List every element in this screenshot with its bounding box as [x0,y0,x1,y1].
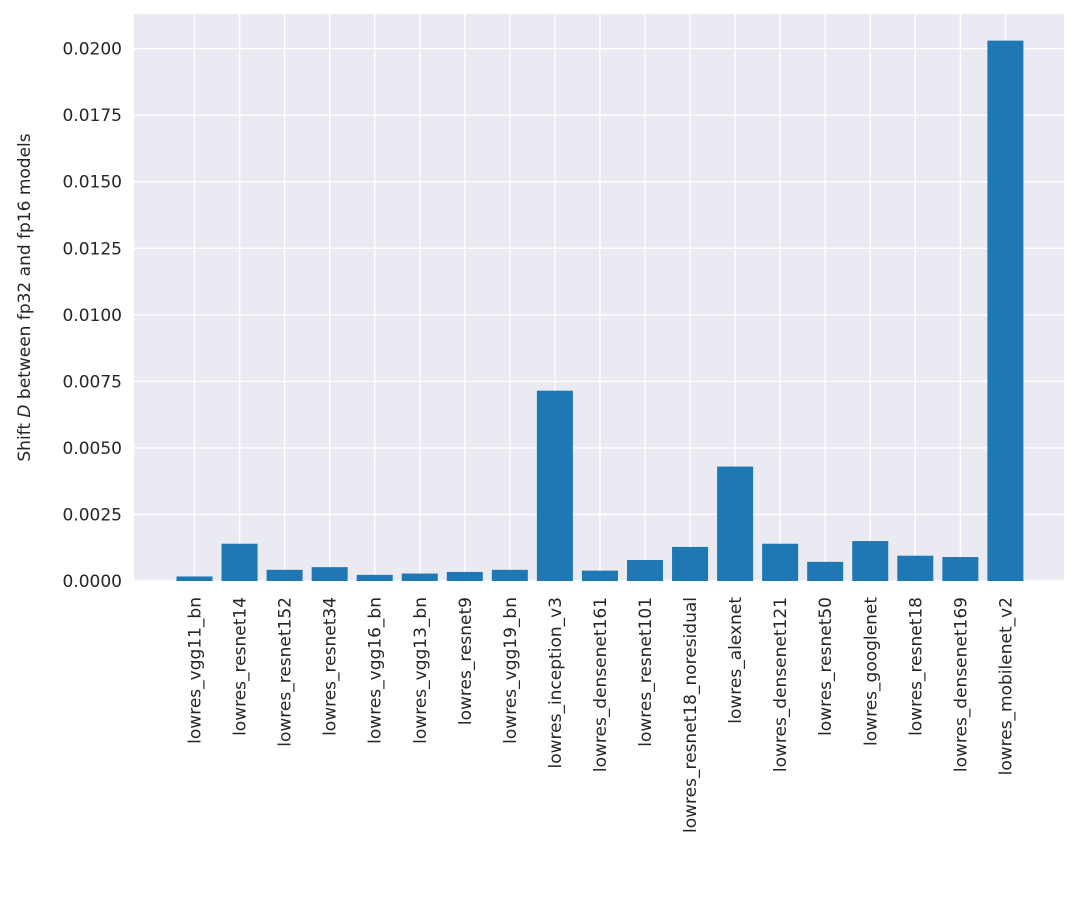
y-axis-label: Shift D between fp32 and fp16 models [15,133,35,461]
x-tick-label: lowres_resnet9 [456,597,476,725]
y-axis-ticks: 0.0000 0.0025 0.0050 0.0075 0.0100 0.0125 0.01… [63,40,122,592]
x-tick-label: lowres_densenet161 [591,597,611,772]
bar-lowres_inception_v3 [536,390,573,581]
y-tick-label: 0.0025 [63,505,122,525]
y-axis-label-prefix: Shift [15,418,35,462]
bars [176,40,1024,582]
x-tick-label: lowres_resnet18_noresidual [681,597,701,833]
x-tick-label: lowres_resnet50 [816,597,836,736]
y-tick-label: 0.0200 [63,40,122,60]
y-tick-label: 0.0100 [63,306,122,326]
bar-lowres_resnet101 [627,559,663,581]
y-tick-label: 0.0050 [63,439,122,459]
x-tick-label: lowres_googlenet [861,597,881,746]
x-tick-label: lowres_vgg16_bn [366,597,386,744]
bar-lowres_vgg11_bn [176,576,213,581]
x-tick-label: lowres_vgg11_bn [186,597,206,744]
y-tick-label: 0.0150 [63,173,122,193]
x-tick-label: lowres_alexnet [726,597,746,724]
bar-lowres_densenet169 [942,557,979,581]
x-tick-label: lowres_vgg13_bn [411,597,431,744]
x-tick-label: lowres_resnet34 [321,597,341,736]
bar-lowres_resnet50 [807,561,844,581]
bar-lowres_resnet34 [311,567,348,581]
bar-lowres_resnet14 [221,543,258,581]
x-tick-label: lowres_resnet152 [276,597,296,747]
x-tick-label: lowres_vgg19_bn [501,597,521,744]
y-tick-label: 0.0000 [63,572,122,592]
x-tick-label: lowres_mobilenet_v2 [996,597,1016,775]
bar-lowres_resnet9 [446,571,483,581]
bar-lowres_mobilenet_v2 [987,40,1024,582]
y-tick-label: 0.0175 [63,106,122,126]
bar-lowres_vgg16_bn [356,574,393,581]
bar-lowres_densenet161 [581,570,618,581]
bar-lowres_googlenet [852,541,889,581]
bar-lowres_vgg19_bn [491,569,528,581]
x-tick-label: lowres_resnet101 [636,597,656,747]
x-axis-ticks: lowres_vgg11_bn lowres_resnet14 lowres_res… [186,597,1017,833]
x-tick-label: lowres_resnet18 [906,597,926,736]
bar-lowres_resnet152 [266,569,303,581]
x-tick-label: lowres_resnet14 [231,597,251,736]
y-axis-label-suffix: between fp32 and fp16 models [15,133,35,404]
bar-lowres_alexnet [717,466,754,581]
bar-lowres_vgg13_bn [401,573,438,581]
y-tick-label: 0.0125 [63,239,122,259]
bar-lowres_densenet121 [762,543,799,581]
y-tick-label: 0.0075 [63,372,122,392]
y-axis-label-symbol: D [15,404,35,417]
x-tick-label: lowres_densenet169 [951,597,971,772]
plot-area [134,14,1064,581]
x-tick-label: lowres_inception_v3 [546,597,566,769]
x-tick-label: lowres_densenet121 [771,597,791,772]
bar-lowres_resnet18_noresidual [672,546,709,581]
bar-lowres_resnet18 [897,555,934,581]
